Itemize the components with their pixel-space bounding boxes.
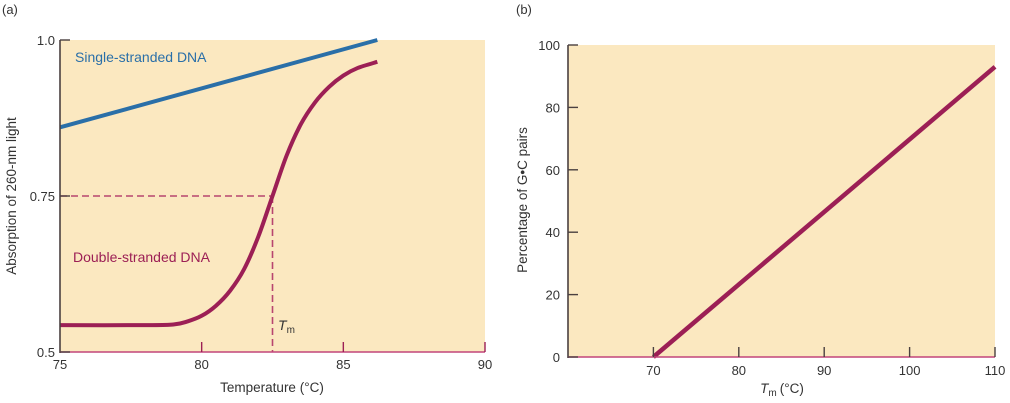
panel-a-x-axis-title: Temperature (°C): [220, 380, 324, 395]
panel-b-x-axis-title: Tm (°C): [760, 381, 804, 399]
x-tick-label: 90: [817, 363, 831, 378]
single-stranded-line: [59, 38, 378, 130]
tm-subscript: m: [287, 325, 295, 336]
panel-b-x-ticks: 70 80 90 100 110: [646, 347, 1005, 378]
panel-b-y-axis-title: Percentage of G•C pairs: [515, 127, 530, 273]
panel-b-x-title-unit: (°C): [780, 381, 804, 396]
tm-symbol: T: [278, 317, 288, 333]
y-tick-label: 0: [553, 350, 560, 365]
y-tick-label: 100: [538, 38, 560, 53]
panel-b-x-title-symbol: T: [760, 381, 770, 396]
x-tick-label: 80: [732, 363, 746, 378]
panel-a-y-ticks: 0.5 0.75 1.0: [30, 33, 70, 360]
panel-a-reference-lines: [60, 195, 274, 352]
panel-b-x-title-subscript: m: [768, 388, 776, 399]
y-tick-label: 60: [546, 163, 560, 178]
gc-vs-tm-line: [651, 65, 997, 359]
y-tick-label: 0.5: [37, 345, 55, 360]
double-stranded-label: Double-stranded DNA: [73, 249, 211, 265]
x-tick-label: 90: [478, 357, 492, 372]
panel-b-axes: [567, 45, 995, 358]
single-stranded-label: Single-stranded DNA: [75, 49, 207, 65]
y-tick-label: 80: [546, 100, 560, 115]
panel-b: (b) 70 80 90 100 110 0 20 40 60 80 100 Tm (°C) Per…: [515, 2, 1005, 399]
panel-b-series: [651, 65, 997, 359]
panel-a-y-axis-title: Absorption of 260-nm light: [4, 117, 19, 275]
x-tick-label: 70: [646, 363, 660, 378]
x-tick-label: 110: [985, 363, 1006, 378]
double-stranded-curve: [59, 59, 378, 328]
panel-a-series: [59, 38, 378, 328]
x-tick-label: 85: [336, 357, 350, 372]
y-tick-label: 0.75: [30, 189, 55, 204]
x-tick-label: 75: [53, 357, 67, 372]
panel-a: (a) 75 80 85 90 0.5 0.75 1.0 Single-stranded …: [2, 2, 492, 395]
x-tick-label: 80: [194, 357, 208, 372]
tm-annotation: Tm: [278, 317, 295, 336]
x-tick-label: 100: [899, 363, 921, 378]
panel-a-x-ticks: 75 80 85 90: [53, 342, 492, 372]
y-tick-label: 1.0: [37, 33, 55, 48]
y-tick-label: 40: [546, 225, 560, 240]
panel-b-y-ticks: 0 20 40 60 80 100: [538, 38, 578, 365]
panel-b-plot-area: [568, 45, 995, 357]
panel-b-label: (b): [516, 2, 532, 17]
panel-a-label: (a): [2, 2, 18, 17]
y-tick-label: 20: [546, 288, 560, 303]
